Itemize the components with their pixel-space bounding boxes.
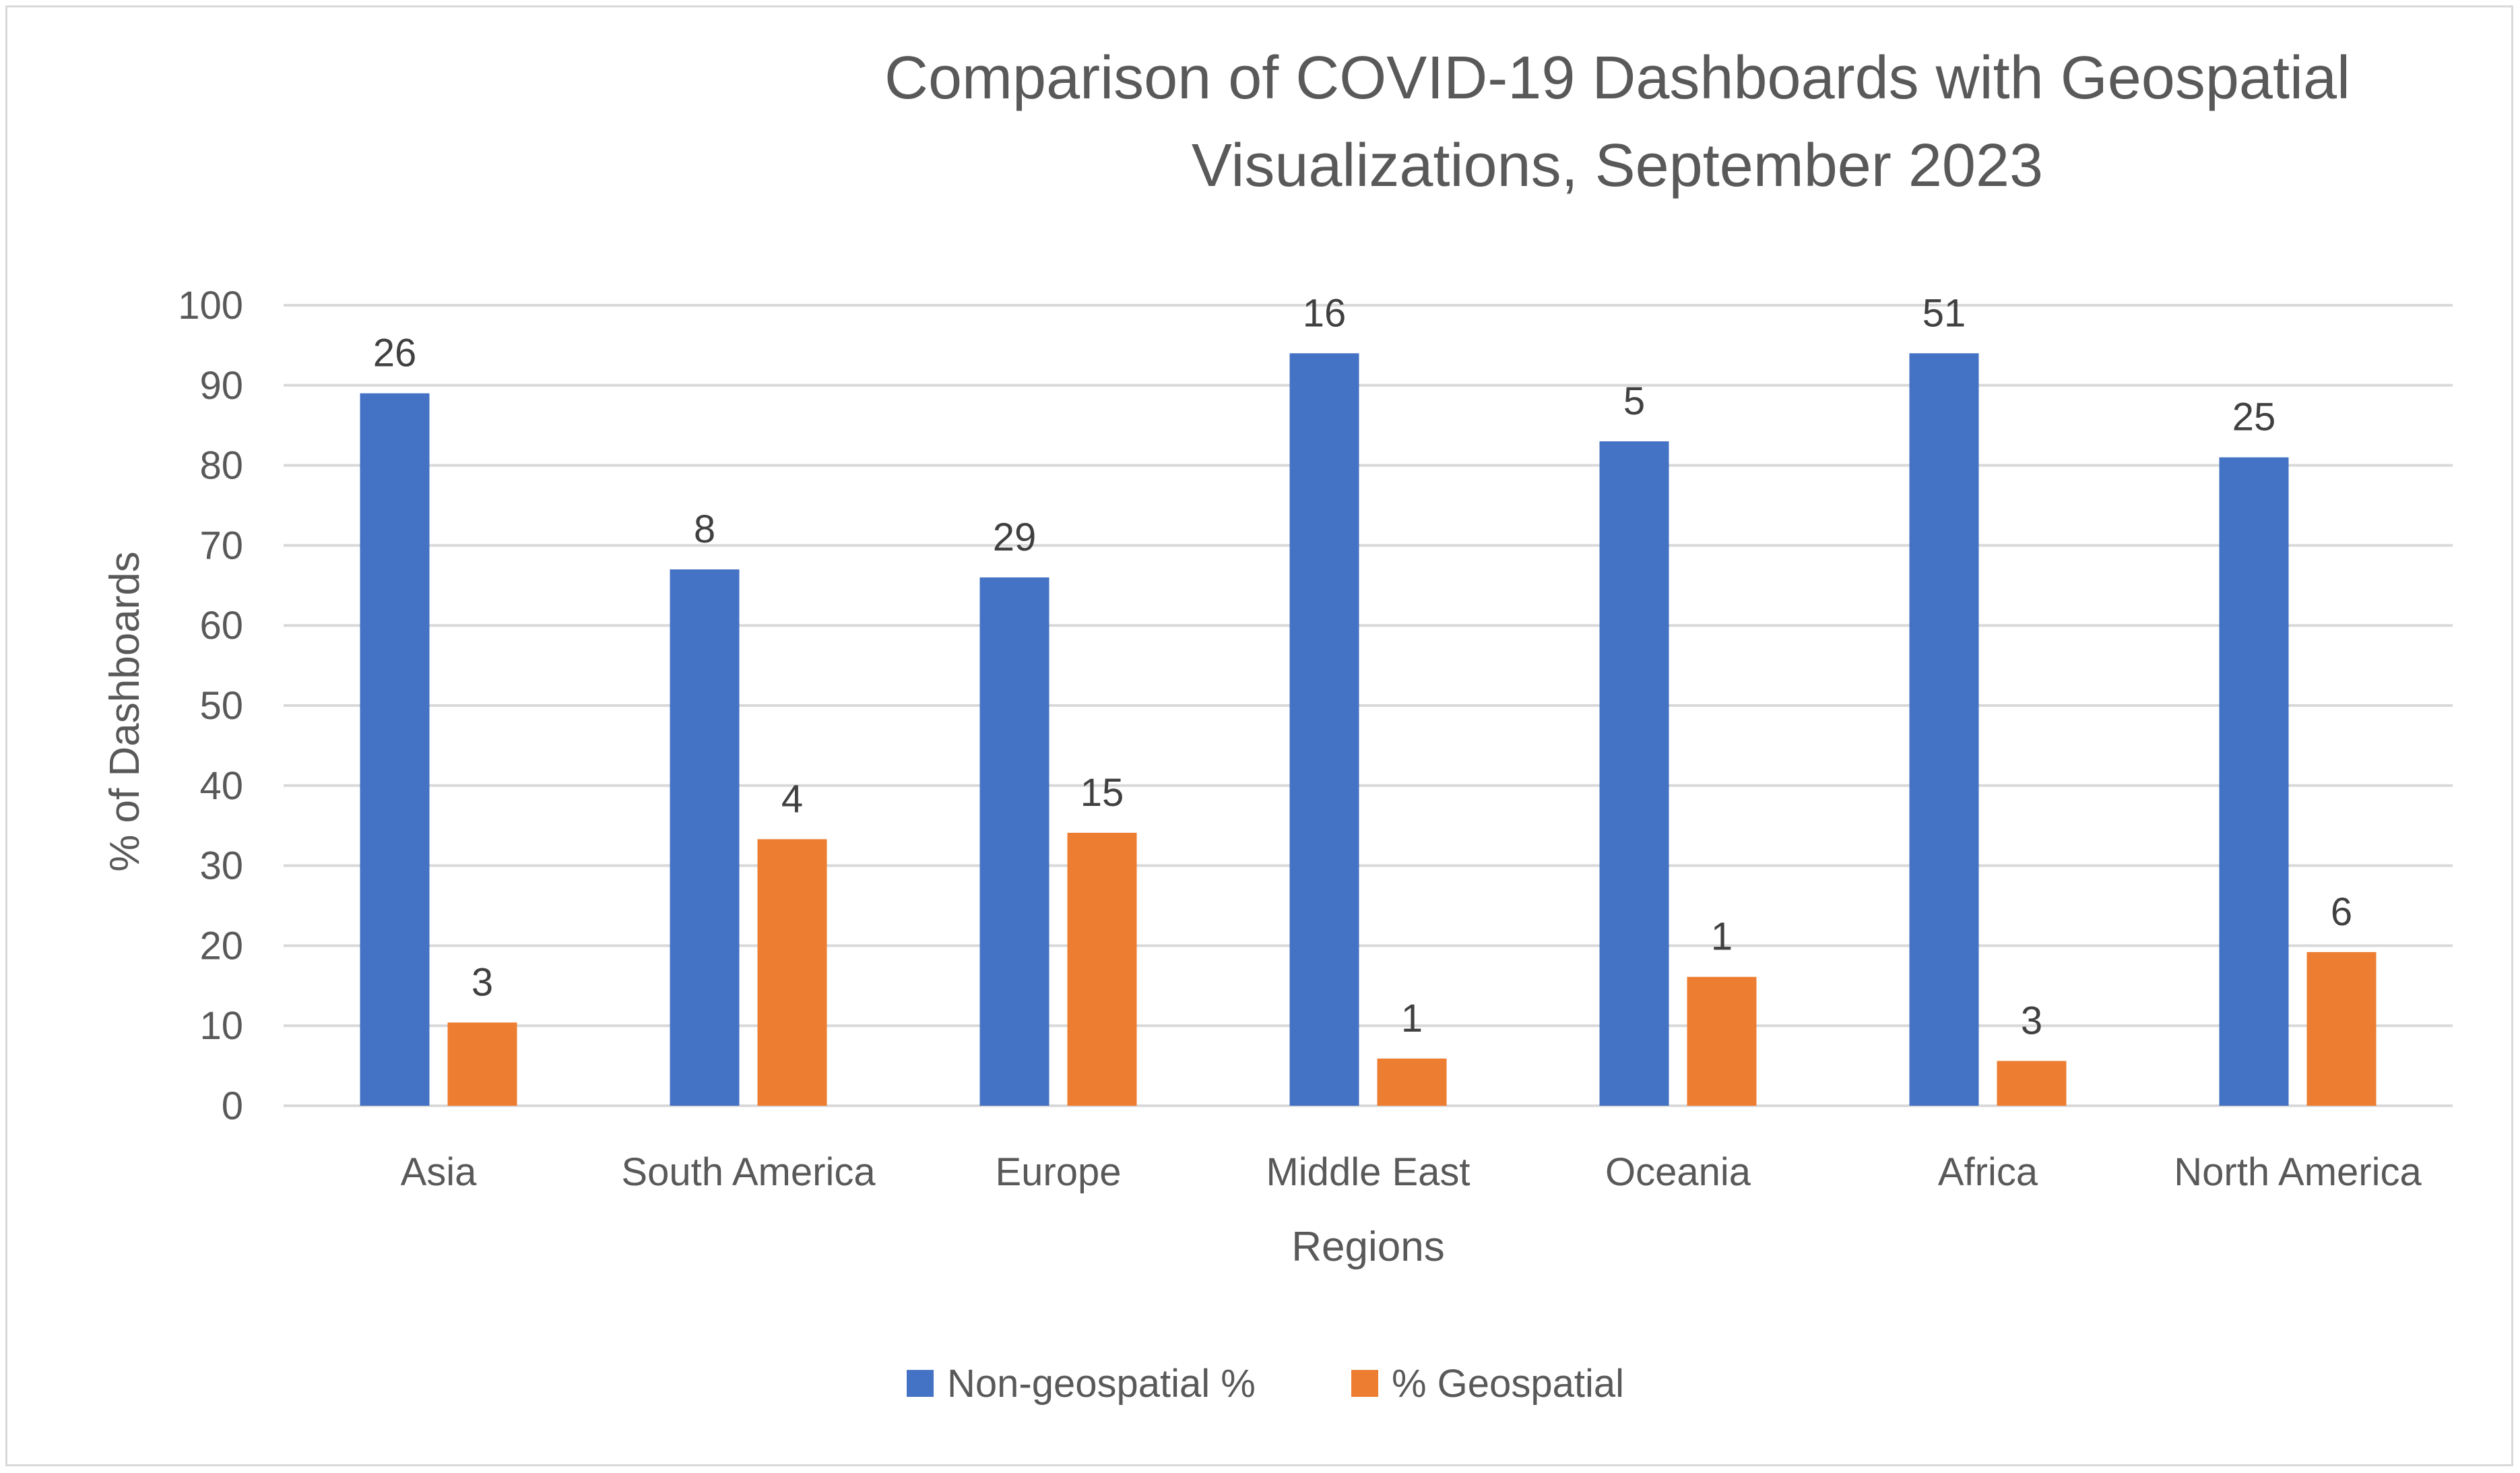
- bar-geospatial: [1377, 1058, 1447, 1106]
- x-tick-label: Middle East: [1266, 1150, 1470, 1194]
- data-label: 29: [993, 515, 1037, 559]
- y-tick-label: 60: [199, 604, 243, 648]
- data-label: 3: [2021, 999, 2042, 1042]
- data-label: 16: [1303, 291, 1347, 335]
- bar-non-geospatial: [360, 393, 430, 1106]
- bar-geospatial: [1067, 832, 1137, 1106]
- y-axis-ticks: 0 10 20 30 40 50 60 70 80 90 100: [178, 284, 243, 1128]
- y-tick-label: 80: [199, 444, 243, 488]
- x-axis-ticks: Asia South America Europe Middle East Oceani…: [401, 1150, 2422, 1194]
- bar-non-geospatial: [670, 569, 740, 1106]
- y-tick-label: 70: [199, 524, 243, 567]
- x-tick-label: Europe: [995, 1150, 1121, 1194]
- chart-svg: Comparison of COVID-19 Dashboards with G…: [102, 44, 2453, 1406]
- data-label: 25: [2232, 396, 2276, 439]
- x-tick-label: North America: [2174, 1150, 2422, 1194]
- data-label: 6: [2331, 890, 2352, 934]
- x-tick-label: South America: [621, 1150, 876, 1194]
- bar-geospatial: [757, 839, 827, 1106]
- legend-swatch-non-geospatial: [907, 1370, 934, 1397]
- x-axis-title: Regions: [1291, 1224, 1444, 1270]
- bar-geospatial: [1997, 1061, 2067, 1106]
- y-tick-label: 50: [199, 684, 243, 728]
- x-tick-label: Oceania: [1605, 1150, 1751, 1194]
- data-label: 51: [1923, 291, 1966, 335]
- y-tick-label: 90: [199, 364, 243, 408]
- data-label: 1: [1711, 915, 1733, 959]
- bar-non-geospatial: [2219, 457, 2289, 1106]
- y-tick-label: 30: [199, 844, 243, 888]
- data-label: 8: [694, 507, 715, 551]
- bar-geospatial: [447, 1022, 517, 1106]
- bar-geospatial: [1687, 976, 1757, 1106]
- bar-non-geospatial: [979, 577, 1049, 1106]
- x-tick-label: Asia: [401, 1150, 478, 1194]
- bars: [360, 353, 2377, 1106]
- legend-label-non-geospatial: Non-geospatial %: [947, 1362, 1256, 1406]
- data-label: 4: [781, 777, 803, 821]
- bar-non-geospatial: [1909, 353, 1979, 1106]
- legend-swatch-geospatial: [1351, 1370, 1378, 1397]
- y-tick-label: 0: [222, 1084, 243, 1128]
- y-tick-label: 100: [178, 284, 243, 327]
- data-label: 5: [1623, 379, 1645, 423]
- legend: Non-geospatial % % Geospatial: [907, 1362, 1624, 1406]
- x-tick-label: Africa: [1938, 1150, 2038, 1194]
- data-label: 1: [1401, 997, 1423, 1040]
- legend-label-geospatial: % Geospatial: [1392, 1362, 1624, 1406]
- data-label: 26: [373, 332, 417, 375]
- y-axis-title: % of Dashboards: [102, 551, 148, 872]
- chart-title-line-2: Visualizations, September 2023: [1192, 132, 2043, 199]
- bar-non-geospatial: [1289, 353, 1359, 1106]
- y-tick-label: 40: [199, 764, 243, 808]
- chart-title-line-1: Comparison of COVID-19 Dashboards with G…: [884, 44, 2350, 112]
- bar-non-geospatial: [1599, 441, 1669, 1106]
- data-label: 15: [1080, 771, 1124, 815]
- y-tick-label: 10: [199, 1004, 243, 1048]
- bar-geospatial: [2306, 951, 2377, 1106]
- gridlines: [284, 304, 2453, 1107]
- data-label: 3: [472, 960, 493, 1004]
- y-tick-label: 20: [199, 924, 243, 968]
- chart-frame: Comparison of COVID-19 Dashboards with G…: [5, 5, 2513, 1466]
